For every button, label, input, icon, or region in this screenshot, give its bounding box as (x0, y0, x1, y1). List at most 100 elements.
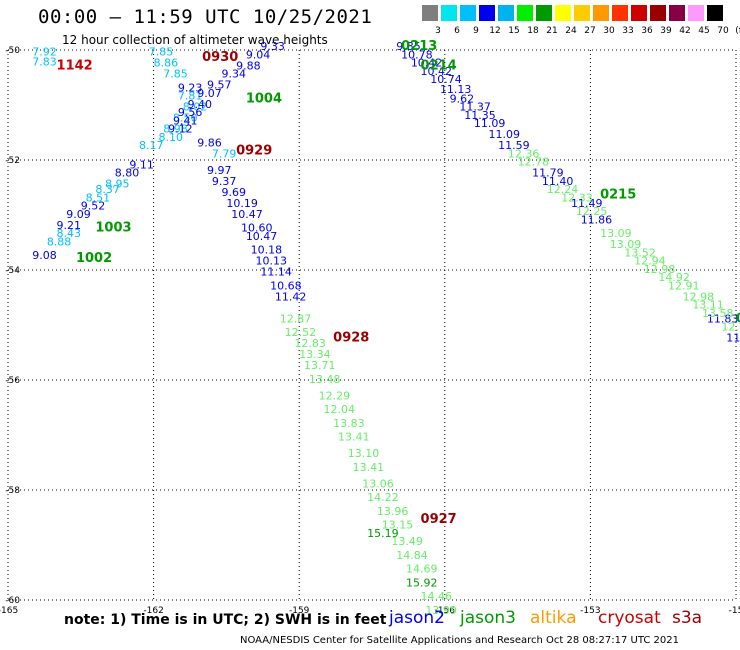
swh-value-label: 10.42 (411, 57, 443, 70)
legend-swatch (650, 5, 666, 21)
legend-label: 12 (489, 26, 501, 36)
swh-value-label: 13.11 (692, 299, 724, 312)
swh-value-label: 8.37 (95, 183, 120, 196)
swh-value-label: 11.59 (498, 139, 529, 152)
legend-label: 42 (679, 26, 691, 36)
swh-value-label: 11.1 (726, 332, 740, 345)
swh-value-label: 12.25 (576, 205, 608, 218)
legend-swatch (688, 5, 704, 21)
legend-label: 45 (698, 26, 710, 36)
pass-time-label: 1142 (57, 58, 93, 73)
swh-value-label: 9.52 (81, 200, 106, 213)
swh-value-label: 8.98 (163, 123, 188, 136)
legend-label: 21 (546, 26, 558, 36)
x-tick-label: -162 (143, 606, 163, 616)
swh-value-label: 13.48 (309, 373, 341, 386)
legend-swatch (422, 5, 438, 21)
legend-label: 27 (584, 26, 596, 36)
swh-value-label: 11.42 (275, 290, 307, 303)
swh-value-label: 11.35 (464, 109, 496, 122)
swh-value-label: 9.21 (57, 219, 82, 232)
swh-value-label: 10.47 (246, 230, 278, 243)
swh-value-label: 7.81 (178, 90, 203, 103)
swh-value-label: 14.92 (658, 271, 690, 284)
swh-value-label: 9.12 (168, 123, 193, 136)
swh-value-label: 10.42 (421, 65, 453, 78)
swh-value-label: 12.36 (508, 147, 539, 160)
swh-value-label: 12.24 (547, 183, 579, 196)
legend-swatch (498, 5, 514, 21)
swh-value-label: 12.52 (285, 326, 317, 339)
swh-value-label: 12.94 (634, 255, 666, 268)
legend-swatch (441, 5, 457, 21)
swh-value-label: 13.49 (391, 535, 423, 548)
swh-value-label: 10.18 (251, 244, 283, 257)
swh-value-label: 9.40 (188, 98, 213, 111)
swh-value-label: 9.08 (32, 249, 57, 262)
swh-value-label: 10.78 (401, 48, 433, 61)
pass-time-label: 1002 (76, 251, 112, 266)
swh-value-label: 12.78 (518, 156, 550, 169)
x-tick-label: -165 (0, 606, 18, 616)
legend-label: 39 (660, 26, 672, 36)
swh-value-label: 13.83 (333, 417, 365, 430)
credit-line: NOAA/NESDIS Center for Satellite Applica… (240, 635, 679, 646)
swh-value-label: 8.95 (105, 178, 130, 191)
legend-swatch (612, 5, 628, 21)
y-tick-label: -54 (5, 266, 20, 276)
swh-value-label: 10.47 (231, 208, 263, 221)
satellite-cryosat: cryosat (598, 608, 661, 628)
swh-value-label: 9.62 (450, 92, 475, 105)
swh-value-label: 9.69 (222, 186, 247, 199)
satellite-altika: altika (530, 608, 577, 628)
swh-value-label: 11.86 (581, 213, 613, 226)
swh-value-label: 12.98 (683, 290, 715, 303)
map-subtitle: 12 hour collection of altimeter wave hei… (62, 33, 328, 47)
swh-value-label: 10.19 (226, 197, 258, 210)
legend-label: (ft) (735, 26, 740, 36)
swh-value-label: 7.79 (212, 147, 237, 160)
swh-value-label: 12.29 (319, 389, 351, 402)
legend-swatch (517, 5, 533, 21)
swh-value-label: 8.43 (57, 227, 82, 240)
legend-swatch (593, 5, 609, 21)
swh-value-label: 10.13 (256, 255, 288, 268)
swh-value-label: 12.87 (280, 312, 312, 325)
swh-value-label: 9.85 (396, 40, 421, 53)
y-tick-label: -60 (5, 596, 20, 606)
swh-value-label: 14.69 (406, 563, 438, 576)
swh-value-label: 15.19 (367, 527, 399, 540)
swh-value-label: 11.49 (571, 197, 603, 210)
swh-value-label: 11.09 (488, 128, 519, 141)
swh-value-label: 14.22 (367, 491, 399, 504)
swh-value-label: 10.74 (430, 73, 462, 86)
satellite-s3a: s3a (672, 608, 703, 628)
swh-value-label: 11.09 (474, 117, 506, 130)
pass-time-label: 0214 (421, 58, 457, 73)
legend-swatch (669, 5, 685, 21)
swh-value-label: 9.33 (260, 40, 285, 53)
swh-value-label: 12.91 (668, 279, 700, 292)
pass-time-label: 0930 (202, 50, 238, 65)
swh-value-label: 9.09 (66, 208, 91, 221)
pass-time-label: 0213 (401, 39, 437, 54)
swh-value-label: 9.37 (212, 175, 237, 188)
swh-value-label: 7.92 (32, 46, 57, 59)
swh-value-label: 13.09 (600, 227, 632, 240)
swh-value-label: 9.57 (207, 79, 232, 92)
swh-value-label: 12.9 (721, 321, 740, 334)
legend-swatch (555, 5, 571, 21)
y-tick-label: -56 (5, 376, 20, 386)
pass-time-label: 0927 (421, 512, 457, 527)
swh-value-label: 13.09 (610, 238, 642, 251)
swh-value-label: 8.17 (139, 139, 164, 152)
swh-value-label: 13.96 (377, 505, 409, 518)
swh-value-label: 9.23 (178, 81, 203, 94)
legend-swatch (707, 5, 723, 21)
swh-value-label: 13.52 (624, 246, 656, 259)
swh-value-label: 14.84 (396, 549, 428, 562)
swh-value-label: 9.41 (173, 114, 198, 127)
legend-label: 70 (717, 26, 729, 36)
legend-label: 3 (435, 26, 441, 36)
